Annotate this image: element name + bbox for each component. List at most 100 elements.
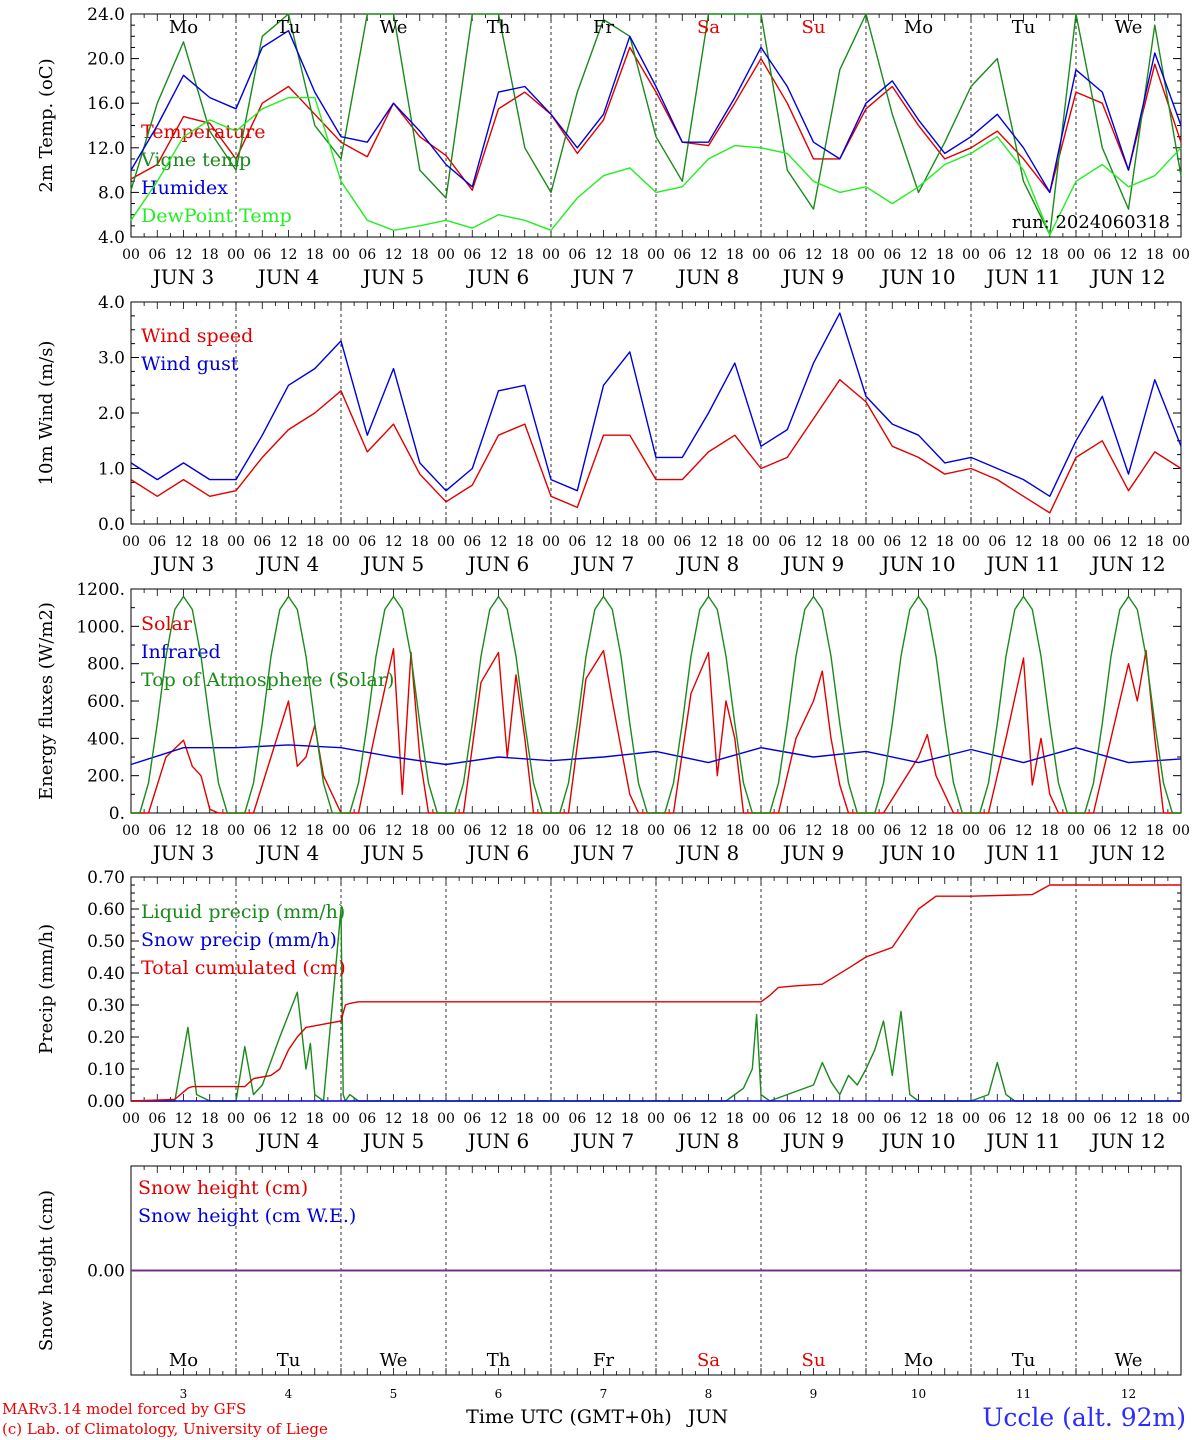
- x-hour-label: 06: [148, 534, 166, 550]
- y-tick-label: 3.0: [98, 349, 125, 369]
- x-date-label: JUN 7: [571, 1129, 634, 1153]
- x-hour-label: 12: [1015, 247, 1033, 263]
- x-hour-label: 00: [227, 1111, 245, 1127]
- x-hour-label: 06: [568, 534, 586, 550]
- x-hour-label: 06: [883, 247, 901, 263]
- y-tick-label: 0.30: [87, 996, 125, 1016]
- x-hour-label: 12: [595, 534, 613, 550]
- x-hour-label: 06: [463, 1111, 481, 1127]
- y-tick-label: 800.: [87, 655, 125, 675]
- x-hour-label: 12: [490, 534, 508, 550]
- day-name-label: Mo: [904, 17, 933, 38]
- x-hour-label: 12: [1015, 1111, 1033, 1127]
- x-hour-label: 12: [1120, 247, 1138, 263]
- day-name-label: Tu: [1012, 17, 1036, 38]
- x-hour-label: 06: [988, 247, 1006, 263]
- x-hour-label: 06: [568, 823, 586, 839]
- series-line-temperature-1: [130, 13, 1182, 236]
- x-hour-label: 06: [673, 823, 691, 839]
- x-hour-label: 18: [1041, 823, 1059, 839]
- legend-entry: Infrared: [141, 641, 221, 663]
- day-name-label: Tu: [277, 17, 301, 38]
- y-tick-label: 600.: [87, 692, 125, 712]
- y-tick-label: 0.: [109, 804, 125, 824]
- day-name-label: Su: [802, 1350, 826, 1371]
- x-hour-label: 00: [752, 247, 770, 263]
- y-tick-label: 1.0: [98, 460, 125, 480]
- x-date-label: JUN 9: [781, 1129, 844, 1153]
- day-name-label: Tu: [1012, 1350, 1036, 1371]
- x-hour-label: 06: [778, 823, 796, 839]
- x-hour-label: 00: [542, 1111, 560, 1127]
- x-hour-label: 12: [385, 1111, 403, 1127]
- x-hour-label: 18: [306, 823, 324, 839]
- x-hour-label: 00: [332, 823, 350, 839]
- x-hour-label: 00: [1172, 1111, 1190, 1127]
- x-date-label: JUN 11: [984, 552, 1060, 576]
- x-hour-label: 00: [1067, 823, 1085, 839]
- x-hour-label: 06: [358, 823, 376, 839]
- x-hour-label: 12: [280, 534, 298, 550]
- day-name-label: Mo: [169, 17, 198, 38]
- x-hour-label: 06: [673, 1111, 691, 1127]
- x-hour-label: 18: [831, 1111, 849, 1127]
- day-date-label: 4: [285, 1387, 293, 1401]
- day-name-label: Fr: [593, 17, 614, 38]
- y-tick-label: 0.10: [87, 1060, 125, 1080]
- x-date-label: JUN 12: [1089, 841, 1165, 865]
- x-hour-label: 00: [227, 247, 245, 263]
- y-axis-label: Energy fluxes (W/m2): [36, 602, 57, 800]
- x-hour-label: 18: [1146, 1111, 1164, 1127]
- day-date-label: 3: [180, 1387, 188, 1401]
- lab-credit: (c) Lab. of Climatology, University of L…: [2, 1420, 328, 1438]
- day-name-label: Sa: [697, 17, 720, 38]
- y-axis-label: 10m Wind (m/s): [36, 341, 57, 486]
- x-hour-label: 12: [1015, 823, 1033, 839]
- x-date-label: JUN 8: [676, 841, 739, 865]
- x-date-label: JUN 8: [676, 265, 739, 289]
- x-hour-label: 00: [122, 534, 140, 550]
- x-hour-label: 00: [962, 823, 980, 839]
- x-hour-label: 00: [122, 247, 140, 263]
- x-hour-label: 06: [148, 247, 166, 263]
- x-hour-label: 06: [1093, 534, 1111, 550]
- x-hour-label: 18: [201, 1111, 219, 1127]
- x-hour-label: 06: [883, 534, 901, 550]
- x-date-label: JUN 8: [676, 552, 739, 576]
- x-date-label: JUN 5: [361, 841, 424, 865]
- x-hour-label: 00: [227, 823, 245, 839]
- y-tick-label: 1200.: [76, 580, 125, 600]
- x-date-label: JUN 10: [879, 265, 955, 289]
- y-tick-label: 1000.: [76, 617, 125, 637]
- x-hour-label: 00: [332, 534, 350, 550]
- x-hour-label: 18: [726, 823, 744, 839]
- x-date-label: JUN 12: [1089, 265, 1165, 289]
- model-credit: MARv3.14 model forced by GFS: [2, 1400, 247, 1418]
- x-hour-label: 12: [700, 823, 718, 839]
- x-hour-label: 18: [516, 247, 534, 263]
- x-date-label: JUN 3: [151, 552, 214, 576]
- day-date-label: 8: [705, 1387, 713, 1401]
- x-date-label: JUN 12: [1089, 1129, 1165, 1153]
- x-hour-label: 12: [490, 1111, 508, 1127]
- x-hour-label: 12: [700, 247, 718, 263]
- x-hour-label: 12: [385, 247, 403, 263]
- series-line-energy-2: [131, 595, 1181, 814]
- x-hour-label: 06: [673, 247, 691, 263]
- y-tick-label: 4.0: [98, 228, 125, 248]
- x-date-label: JUN 6: [466, 1129, 529, 1153]
- x-hour-label: 18: [831, 823, 849, 839]
- day-name-label: Th: [487, 1350, 511, 1371]
- x-hour-label: 12: [910, 1111, 928, 1127]
- x-hour-label: 12: [700, 534, 718, 550]
- x-date-label: JUN 4: [256, 552, 319, 576]
- x-hour-label: 12: [910, 823, 928, 839]
- x-hour-label: 00: [752, 1111, 770, 1127]
- x-hour-label: 00: [437, 247, 455, 263]
- x-hour-label: 06: [358, 534, 376, 550]
- x-axis-label: Time UTC (GMT+0h): [466, 1406, 672, 1428]
- x-hour-label: 06: [568, 247, 586, 263]
- x-hour-label: 12: [595, 247, 613, 263]
- x-hour-label: 00: [647, 1111, 665, 1127]
